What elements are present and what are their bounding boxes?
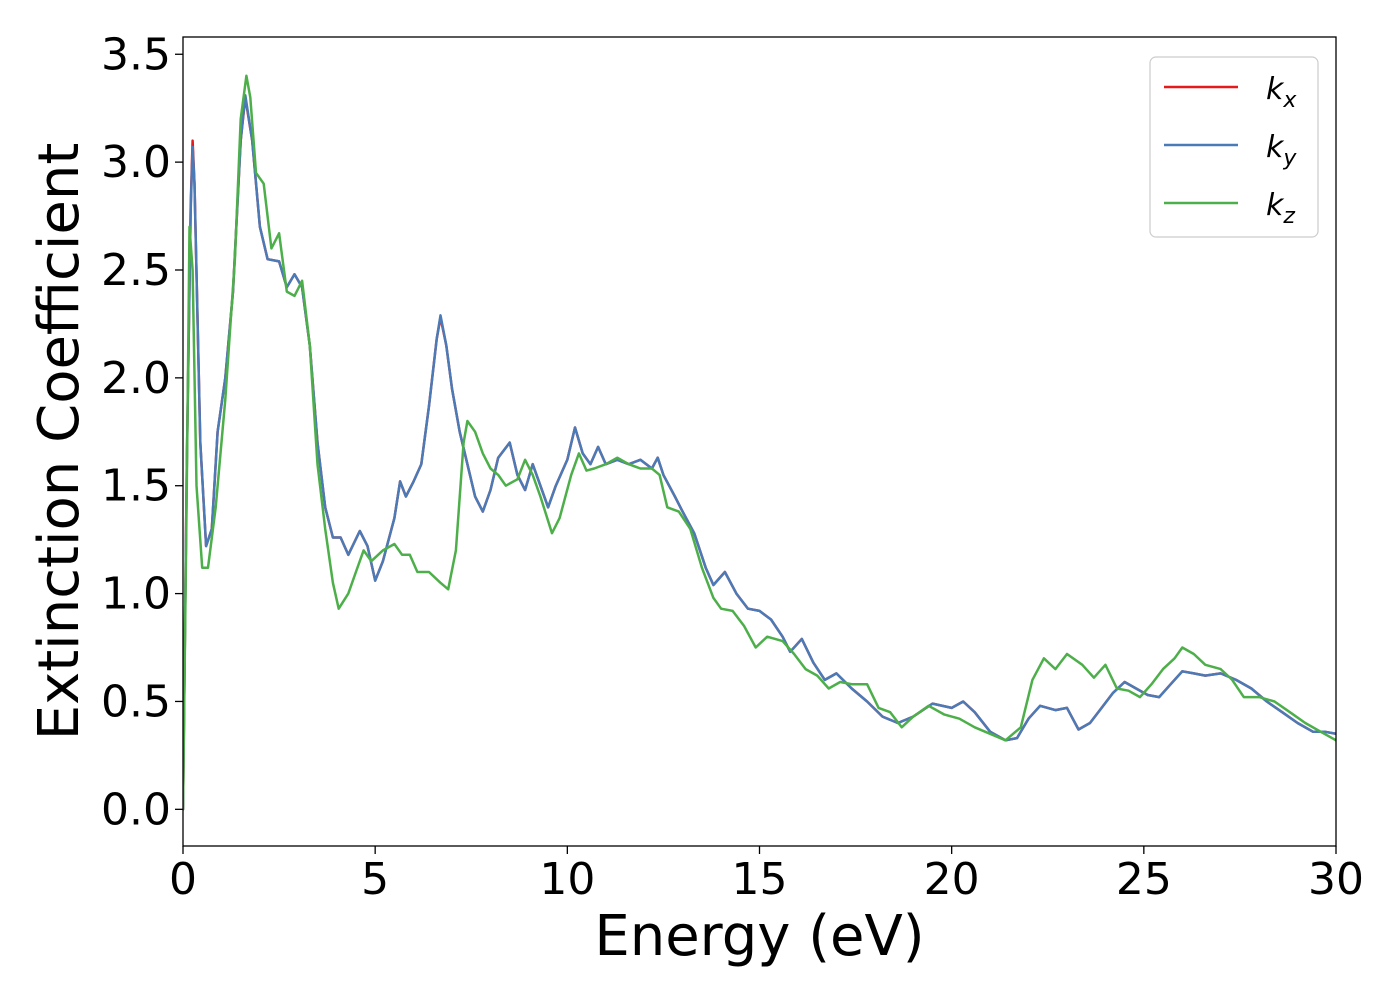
y-tick-label: 0.5 xyxy=(101,676,171,727)
y-tick-label: 2.0 xyxy=(101,353,171,404)
legend-label-y: ky xyxy=(1266,130,1297,171)
y-tick-label: 3.0 xyxy=(101,137,171,188)
legend-box xyxy=(1149,56,1319,238)
y-tick-label: 1.5 xyxy=(101,461,171,512)
x-axis: 0 5 10 15 20 25 30 xyxy=(169,846,1364,905)
y-tick-label: 1.0 xyxy=(101,569,171,620)
y-axis-title: Extinction Coefficient xyxy=(27,143,92,741)
series-layer xyxy=(183,74,1336,811)
x-tick-label: 15 xyxy=(732,854,788,905)
legend: kx ky kz xyxy=(1149,56,1319,238)
y-tick-label: 0.0 xyxy=(101,784,171,835)
x-tick-label: 20 xyxy=(924,854,980,905)
x-tick-label: 10 xyxy=(539,854,595,905)
y-tick-label: 2.5 xyxy=(101,245,171,296)
y-tick-label: 3.5 xyxy=(101,29,171,80)
x-tick-label: 30 xyxy=(1308,854,1364,905)
y-axis: 0.0 0.5 1.0 1.5 2.0 2.5 3.0 3.5 xyxy=(101,29,183,835)
legend-label-z: kz xyxy=(1266,188,1295,229)
legend-label-x: kx xyxy=(1266,72,1297,113)
x-tick-label: 5 xyxy=(361,854,389,905)
x-tick-label: 25 xyxy=(1116,854,1172,905)
series-line-z xyxy=(183,74,1336,811)
x-tick-label: 0 xyxy=(169,854,197,905)
x-axis-title: Energy (eV) xyxy=(594,904,924,969)
